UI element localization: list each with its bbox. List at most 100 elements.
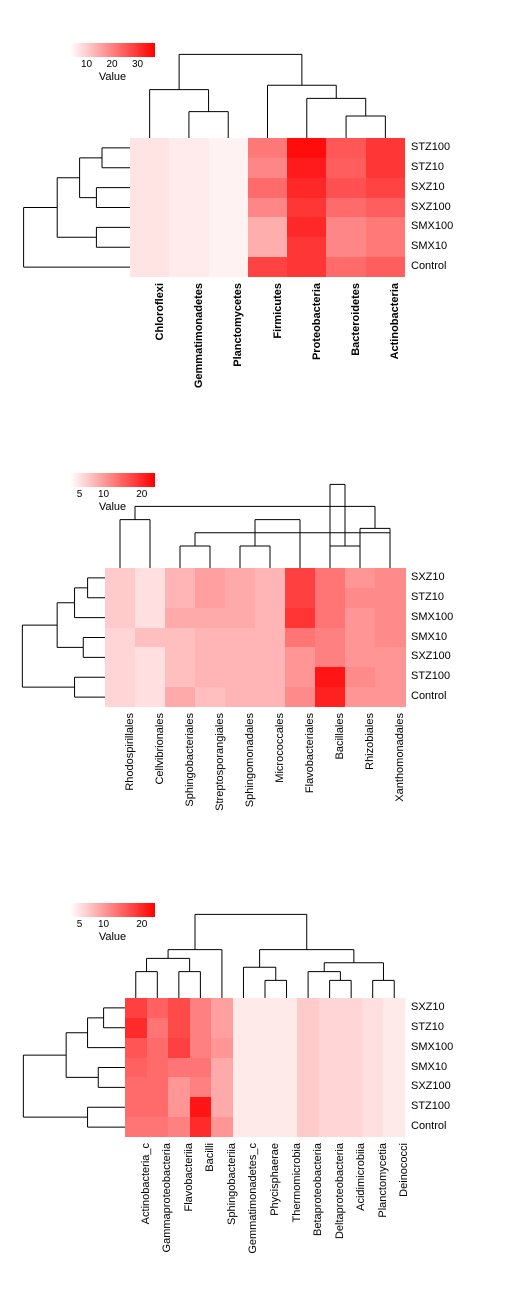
heatmap-cell xyxy=(209,138,249,158)
heatmap-cell xyxy=(168,1018,190,1038)
col-label: Sphingobacteriales xyxy=(184,713,196,807)
heatmap-cell xyxy=(285,667,316,687)
heatmap-cell xyxy=(168,1117,190,1137)
heatmap-cell xyxy=(209,217,249,237)
heatmap-cell xyxy=(130,257,170,277)
heatmap-cell xyxy=(209,178,249,198)
heatmap-cell xyxy=(319,1097,341,1117)
heatmap-cell xyxy=(105,667,136,687)
heatmap-cell xyxy=(297,998,319,1018)
heatmap-cell xyxy=(315,647,346,667)
row-label: SXZ100 xyxy=(411,201,451,213)
heatmap-cell xyxy=(285,647,316,667)
col-label: Actinobacteria_c xyxy=(140,1143,152,1224)
heatmap-cell xyxy=(147,998,169,1018)
heatmap-cell xyxy=(135,588,166,608)
row-label: SXZ100 xyxy=(411,650,451,662)
heatmap-cell xyxy=(375,628,406,648)
heatmap-cell xyxy=(297,1077,319,1097)
heatmap-cell xyxy=(195,628,226,648)
heatmap-cell xyxy=(315,568,346,588)
heatmap-cell xyxy=(105,568,136,588)
heatmap-cell xyxy=(366,217,406,237)
row-label: Control xyxy=(411,260,446,272)
heatmap-cell xyxy=(165,667,196,687)
heatmap-cell xyxy=(169,178,209,198)
heatmap-cell xyxy=(285,687,316,707)
heatmap-cell xyxy=(125,1018,147,1038)
heatmap-cell xyxy=(383,1097,405,1117)
heatmap-cell xyxy=(315,608,346,628)
row-label: SXZ10 xyxy=(411,1001,445,1013)
heatmap-cell xyxy=(125,998,147,1018)
heatmap-cell xyxy=(326,158,366,178)
heatmap-cell xyxy=(209,237,249,257)
heatmap-cell xyxy=(287,178,327,198)
heatmap-cell xyxy=(383,1058,405,1078)
heatmap-cell xyxy=(254,1058,276,1078)
heatmap-cell xyxy=(345,568,376,588)
figure-root: 102030ValueSTZ100STZ10SXZ10SXZ100SMX100S… xyxy=(0,0,511,1304)
heatmap-cell xyxy=(276,1018,298,1038)
heatmap-cell xyxy=(326,257,366,277)
row-label: SMX10 xyxy=(411,631,447,643)
heatmap-cell xyxy=(233,1097,255,1117)
heatmap-cell xyxy=(248,198,288,218)
heatmap-cell xyxy=(168,1038,190,1058)
heatmap-cell xyxy=(319,1117,341,1137)
heatmap-cell xyxy=(366,138,406,158)
col-label: Deltaproteobacteria xyxy=(334,1143,346,1239)
heatmap-cell xyxy=(383,1077,405,1097)
heatmap-cell xyxy=(366,158,406,178)
heatmap-cell xyxy=(147,1097,169,1117)
heatmap-cell xyxy=(254,1018,276,1038)
heatmap-cell xyxy=(168,1097,190,1117)
row-label: STZ10 xyxy=(411,591,444,603)
heatmap-cell xyxy=(345,628,376,648)
heatmap-cell xyxy=(362,1018,384,1038)
heatmap-cell xyxy=(255,667,286,687)
heatmap-cell xyxy=(255,568,286,588)
heatmap-cell xyxy=(147,1058,169,1078)
heatmap-cell xyxy=(340,1018,362,1038)
heatmap-cell xyxy=(255,628,286,648)
heatmap-cell xyxy=(190,998,212,1018)
heatmap-cell xyxy=(147,1018,169,1038)
row-label: SXZ10 xyxy=(411,181,445,193)
heatmap-cell xyxy=(209,198,249,218)
heatmap-cell xyxy=(248,158,288,178)
col-label: Sphingomonadales xyxy=(244,713,256,807)
heatmap-cell xyxy=(285,608,316,628)
heatmap-cell xyxy=(276,1038,298,1058)
heatmap-cell xyxy=(315,628,346,648)
heatmap-cell xyxy=(255,647,286,667)
heatmap-cell xyxy=(225,647,256,667)
heatmap-cell xyxy=(105,628,136,648)
heatmap-cell xyxy=(254,1077,276,1097)
row-dendrogram xyxy=(18,568,105,707)
row-label: SMX100 xyxy=(411,220,453,232)
col-label: Gemmatimonadetes_c xyxy=(247,1143,259,1254)
heatmap-cell xyxy=(195,588,226,608)
heatmap-cell xyxy=(375,608,406,628)
heatmap-cell xyxy=(147,1077,169,1097)
heatmap-cell xyxy=(276,1058,298,1078)
heatmap-cell xyxy=(225,628,256,648)
col-label: Thermomicrobia xyxy=(291,1143,303,1222)
heatmap-cell xyxy=(362,1058,384,1078)
col-label: Acidimicrobiia xyxy=(355,1143,367,1211)
col-label: Planctomycetia xyxy=(377,1143,389,1218)
heatmap-cell xyxy=(362,1077,384,1097)
heatmap-cell xyxy=(255,588,286,608)
heatmap-cell xyxy=(326,217,366,237)
heatmap-cell xyxy=(135,608,166,628)
heatmap-cell xyxy=(169,158,209,178)
heatmap-cell xyxy=(287,237,327,257)
heatmap-cell xyxy=(130,138,170,158)
heatmap-cell xyxy=(190,1077,212,1097)
heatmap-cell xyxy=(211,998,233,1018)
heatmap-cell xyxy=(233,1038,255,1058)
heatmap-cell xyxy=(135,687,166,707)
panel-A: 102030ValueSTZ100STZ10SXZ10SXZ100SMX100S… xyxy=(0,25,511,425)
heatmap-cell xyxy=(375,687,406,707)
